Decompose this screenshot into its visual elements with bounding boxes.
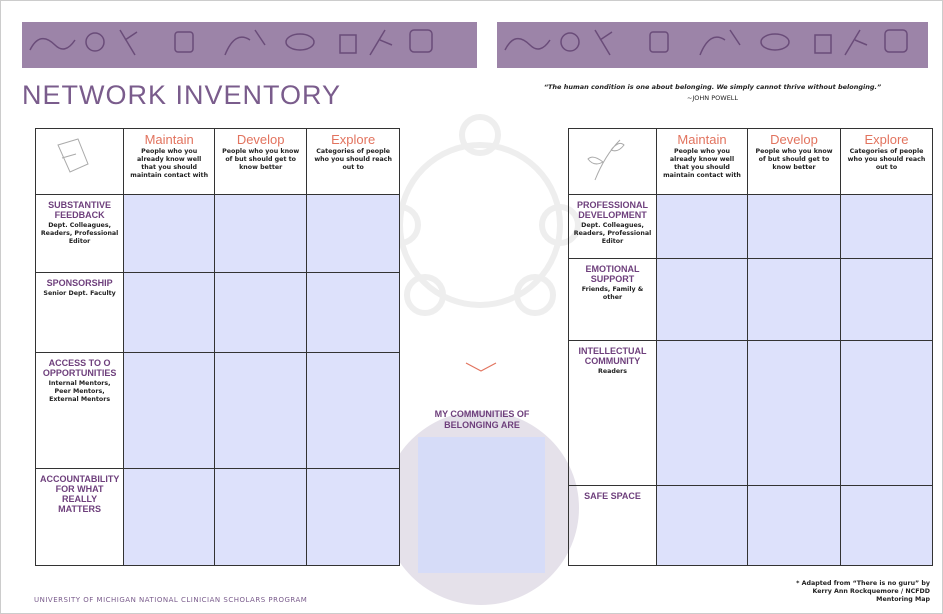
row-heading: INTELLECTUAL COMMUNITY — [578, 346, 647, 366]
column-header: Develop People who you know of but should… — [214, 128, 308, 195]
input-cell — [214, 272, 308, 353]
input-cell — [656, 258, 748, 341]
row: SPONSORSHIP Senior Dept. Faculty — [34, 272, 401, 353]
right-table: Maintain People who you already know well… — [568, 128, 933, 566]
input-cell — [747, 485, 841, 566]
column-header: Explore Categories of people who you shou… — [306, 128, 401, 195]
input-cell — [656, 340, 748, 486]
input-cell — [747, 194, 841, 259]
input-cell — [840, 258, 933, 341]
column-name: Develop — [770, 132, 818, 147]
column-name: Maintain — [677, 132, 727, 147]
column-name: Develop — [236, 132, 285, 147]
input-cell — [840, 194, 933, 259]
column-header: Develop People who you know of but should… — [747, 128, 841, 195]
input-cell — [306, 272, 401, 353]
row-label: PROFESSIONAL DEVELOPMENT Dept. Colleagues… — [568, 194, 657, 259]
row-heading: EMOTIONAL SUPPORT — [585, 264, 640, 284]
row-heading: ACCESS TO O OPPORTUNITIES — [42, 358, 117, 378]
input-cell — [656, 485, 748, 566]
input-cell — [747, 258, 841, 341]
column-header: Maintain People who you already know well… — [123, 128, 216, 195]
column-name: Maintain — [144, 132, 194, 147]
row-examples: Dept. Colleagues, Readers, Professional … — [573, 222, 652, 245]
column-name: Explore — [864, 132, 909, 147]
column-description: People who you know of but should get to… — [222, 148, 300, 171]
input-cell — [306, 468, 401, 566]
input-cell — [656, 194, 748, 259]
row-examples: Readers — [597, 368, 627, 375]
input-cell — [123, 272, 216, 353]
column-description: People who you already know well that yo… — [130, 148, 209, 179]
communities-label: MY COMMUNITIES OF BELONGING ARE — [434, 409, 530, 430]
row: SUBSTANTIVE FEEDBACK Dept. Colleagues, Re… — [34, 194, 401, 273]
column-description: Categories of people who you should reac… — [847, 148, 926, 171]
input-cell — [306, 194, 401, 273]
row: ACCESS TO O OPPORTUNITIES Internal Mentor… — [34, 352, 401, 469]
row-label: ACCESS TO O OPPORTUNITIES Internal Mentor… — [34, 352, 125, 469]
row-examples: Dept. Colleagues, Readers, Professional … — [40, 222, 119, 245]
input-cell — [123, 352, 216, 469]
title: NETWORK INVENTORY — [22, 80, 342, 110]
row-label: INTELLECTUAL COMMUNITY Readers — [568, 340, 657, 486]
row-label: SAFE SPACE — [568, 485, 657, 566]
quote: “The human condition is one about belong… — [543, 83, 882, 91]
row: ACCOUNTABILITY FOR WHAT REALLY MATTERS — [34, 468, 401, 566]
row: PROFESSIONAL DEVELOPMENT Dept. Colleagues… — [568, 194, 933, 259]
column-header: Explore Categories of people who you shou… — [840, 128, 933, 195]
row-heading: SUBSTANTIVE FEEDBACK — [48, 200, 111, 220]
column-description: Categories of people who you should reac… — [314, 148, 392, 171]
row-examples: Friends, Family & other — [581, 286, 644, 301]
icon-cell — [568, 128, 657, 195]
column-description: People who you know of but should get to… — [755, 148, 833, 171]
input-cell — [123, 194, 216, 273]
row: SAFE SPACE — [568, 485, 933, 566]
row-heading: SAFE SPACE — [584, 491, 641, 501]
row-label: SPONSORSHIP Senior Dept. Faculty — [34, 272, 125, 353]
column-header: Maintain People who you already know well… — [656, 128, 748, 195]
input-cell — [840, 485, 933, 566]
row-label: SUBSTANTIVE FEEDBACK Dept. Colleagues, Re… — [34, 194, 125, 273]
row-label: EMOTIONAL SUPPORT Friends, Family & other — [568, 258, 657, 341]
footer: UNIVERSITY OF MICHIGAN NATIONAL CLINICIA… — [34, 596, 308, 604]
input-cell — [214, 352, 308, 469]
row-examples: Senior Dept. Faculty — [43, 290, 116, 297]
input-cell — [747, 340, 841, 486]
row-examples: Internal Mentors, Peer Mentors, External… — [48, 380, 111, 403]
quote-author: ~JOHN POWELL — [686, 94, 739, 102]
header-row: Maintain People who you already know well… — [34, 128, 401, 195]
input-cell — [214, 194, 308, 273]
column-description: People who you already know well that yo… — [663, 148, 741, 179]
icon-cell — [34, 128, 125, 195]
input-cell — [306, 352, 401, 469]
row-label: ACCOUNTABILITY FOR WHAT REALLY MATTERS — [34, 468, 125, 566]
header-row: Maintain People who you already know well… — [568, 128, 933, 195]
row-heading: PROFESSIONAL DEVELOPMENT — [576, 200, 648, 220]
row-heading: ACCOUNTABILITY FOR WHAT REALLY MATTERS — [40, 474, 120, 514]
left-table: Maintain People who you already know well… — [34, 128, 401, 566]
row: EMOTIONAL SUPPORT Friends, Family & other — [568, 258, 933, 341]
input-cell — [214, 468, 308, 566]
row: INTELLECTUAL COMMUNITY Readers — [568, 340, 933, 486]
credit: * Adapted from “There is no guru” by Ker… — [796, 580, 930, 603]
input-cell — [840, 340, 933, 486]
row-heading: SPONSORSHIP — [46, 278, 113, 288]
input-cell — [123, 468, 216, 566]
column-name: Explore — [331, 132, 376, 147]
